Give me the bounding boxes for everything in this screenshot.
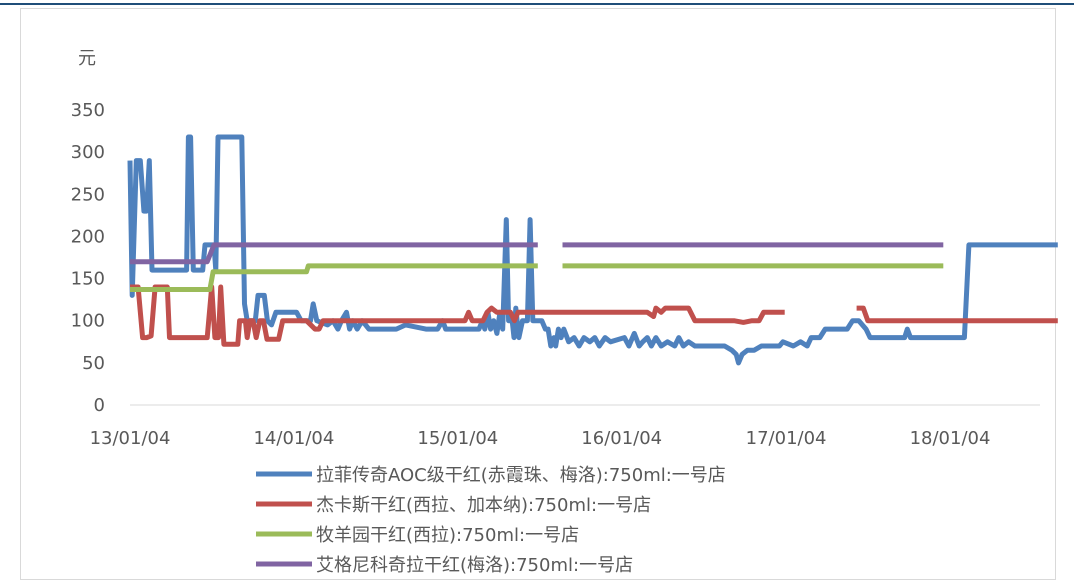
y-tick-label: 0 xyxy=(94,395,105,416)
y-axis-title: 元 xyxy=(78,48,96,69)
legend-item: 艾格尼科奇拉干红(梅洛):750ml:一号店 xyxy=(256,555,633,576)
legend-item: 拉菲传奇AOC级干红(赤霞珠、梅洛):750ml:一号店 xyxy=(256,465,726,486)
series-line-2 xyxy=(130,284,1058,347)
x-axis-ticks: 13/01/04 14/01/04 15/01/04 16/01/04 17/01/04… xyxy=(90,428,991,449)
chart-frame xyxy=(20,8,1056,580)
x-tick-label: 18/01/04 xyxy=(910,428,991,449)
x-tick-label: 14/01/04 xyxy=(253,428,334,449)
y-tick-label: 150 xyxy=(71,269,105,290)
legend-label: 杰卡斯干红(西拉、加本纳):750ml:一号店 xyxy=(316,495,651,516)
top-rule xyxy=(0,3,1074,5)
legend-item: 杰卡斯干红(西拉、加本纳):750ml:一号店 xyxy=(256,495,651,516)
legend: 拉菲传奇AOC级干红(赤霞珠、梅洛):750ml:一号店杰卡斯干红(西拉、加本纳… xyxy=(256,465,726,576)
series-layer xyxy=(127,134,1058,366)
y-tick-label: 50 xyxy=(82,353,105,374)
x-tick-label: 15/01/04 xyxy=(417,428,498,449)
y-tick-label: 100 xyxy=(71,311,105,332)
legend-label: 牧羊园干红(西拉):750ml:一号店 xyxy=(316,525,579,546)
legend-label: 拉菲传奇AOC级干红(赤霞珠、梅洛):750ml:一号店 xyxy=(316,465,726,486)
y-tick-label: 350 xyxy=(71,100,105,121)
x-tick-label: 17/01/04 xyxy=(746,428,827,449)
y-axis-label: 元 xyxy=(78,48,96,69)
legend-item: 牧羊园干红(西拉):750ml:一号店 xyxy=(256,525,579,546)
x-tick-label: 16/01/04 xyxy=(581,428,662,449)
series-line-3 xyxy=(130,263,944,292)
series-line-4 xyxy=(130,242,944,265)
y-tick-label: 200 xyxy=(71,226,105,247)
legend-label: 艾格尼科奇拉干红(梅洛):750ml:一号店 xyxy=(316,555,633,576)
series-line-1 xyxy=(127,134,1058,366)
y-axis-ticks: 0 50 100 150 200 250 300 350 xyxy=(71,100,105,416)
x-tick-label: 13/01/04 xyxy=(90,428,171,449)
y-tick-label: 300 xyxy=(71,142,105,163)
y-tick-label: 250 xyxy=(71,184,105,205)
